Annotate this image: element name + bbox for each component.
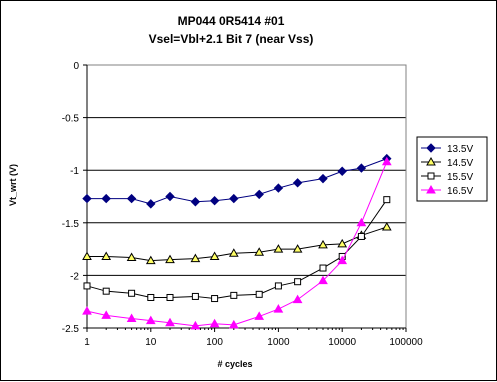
data-point-16.5V-1 xyxy=(101,310,112,319)
data-point-14.5V-5 xyxy=(190,253,201,263)
data-point-13.5V-8 xyxy=(254,189,264,200)
data-point-14.5V-14 xyxy=(381,222,392,231)
data-point-14.5V-8 xyxy=(254,247,265,256)
data-point-16.5V-6 xyxy=(209,318,220,328)
data-point-16.5V-10 xyxy=(292,294,303,304)
data-point-16.5V-2 xyxy=(126,313,137,323)
data-point-13.5V-4 xyxy=(165,191,175,202)
data-point-15.5V-9 xyxy=(274,282,282,290)
data-point-14.5V-9 xyxy=(273,244,284,253)
data-point-13.5V-12 xyxy=(337,166,347,176)
x-tick-label-2: 100 xyxy=(206,337,223,348)
data-point-16.5V-4 xyxy=(165,317,175,327)
data-point-16.5V-0 xyxy=(82,306,92,315)
data-point-16.5V-5 xyxy=(190,320,201,330)
data-point-14.5V-10 xyxy=(292,244,303,253)
x-tick-label-3: 1000 xyxy=(267,337,290,348)
data-point-15.5V-8 xyxy=(255,290,263,298)
data-point-16.5V-3 xyxy=(145,315,156,325)
data-point-15.5V-5 xyxy=(191,292,199,300)
data-point-15.5V-1 xyxy=(102,287,110,295)
legend-label-16.5V: 16.5V xyxy=(447,186,473,197)
legend-marker-13.5V xyxy=(426,143,436,153)
data-point-15.5V-14 xyxy=(383,196,391,204)
data-point-13.5V-6 xyxy=(209,196,220,206)
data-point-16.5V-13 xyxy=(356,217,367,227)
data-point-16.5V-7 xyxy=(228,319,239,329)
data-point-14.5V-0 xyxy=(82,251,92,260)
data-point-14.5V-2 xyxy=(126,252,137,262)
legend-marker-14.5V xyxy=(426,156,436,166)
data-point-15.5V-3 xyxy=(147,293,155,301)
legend-label-15.5V: 15.5V xyxy=(447,172,473,183)
legend-label-14.5V: 14.5V xyxy=(447,158,473,169)
data-point-15.5V-6 xyxy=(211,295,219,303)
y-axis-label: Vt_wrt (V) xyxy=(8,164,18,206)
data-point-15.5V-2 xyxy=(128,289,136,297)
legend-marker-16.5V xyxy=(426,184,436,194)
y-tick-label-2: -1 xyxy=(70,166,79,177)
data-point-14.5V-12 xyxy=(337,238,348,248)
data-point-13.5V-3 xyxy=(146,199,156,209)
y-tick-label-5: -2.5 xyxy=(62,324,80,335)
data-point-13.5V-5 xyxy=(190,197,201,207)
data-point-13.5V-1 xyxy=(101,193,111,204)
data-point-15.5V-0 xyxy=(83,282,91,290)
x-tick-label-4: 10000 xyxy=(328,337,356,348)
x-axis-label: # cycles xyxy=(217,359,252,369)
x-tick-label-0: 1 xyxy=(84,337,90,348)
data-point-14.5V-4 xyxy=(165,254,175,264)
data-point-15.5V-13 xyxy=(357,232,365,240)
data-point-14.5V-3 xyxy=(145,255,156,265)
data-point-13.5V-11 xyxy=(318,173,328,184)
data-point-14.5V-11 xyxy=(318,239,328,249)
data-point-16.5V-12 xyxy=(337,255,348,265)
data-point-16.5V-11 xyxy=(318,275,328,285)
data-point-13.5V-7 xyxy=(229,193,239,204)
x-tick-label-5: 100000 xyxy=(389,337,423,348)
y-tick-label-1: -0.5 xyxy=(62,114,80,125)
data-point-13.5V-2 xyxy=(126,193,137,204)
data-point-15.5V-11 xyxy=(319,264,327,272)
chart-subtitle: Vsel=Vbl+2.1 Bit 7 (near Vss) xyxy=(149,32,314,46)
data-point-15.5V-10 xyxy=(294,278,302,286)
data-point-13.5V-13 xyxy=(356,163,367,173)
chart-title: MP044 0R5414 #01 xyxy=(178,14,285,28)
legend-marker-15.5V xyxy=(427,172,435,180)
data-point-13.5V-0 xyxy=(82,193,92,204)
legend-label-13.5V: 13.5V xyxy=(447,144,473,155)
x-tick-label-1: 10 xyxy=(145,337,157,348)
y-tick-label-4: -2 xyxy=(70,271,79,282)
data-point-15.5V-4 xyxy=(166,293,174,301)
data-point-14.5V-1 xyxy=(101,251,112,260)
data-point-14.5V-6 xyxy=(209,251,220,260)
data-point-15.5V-7 xyxy=(230,291,238,299)
data-point-13.5V-10 xyxy=(292,178,303,188)
data-point-13.5V-9 xyxy=(273,183,284,193)
data-point-16.5V-9 xyxy=(273,304,284,313)
y-tick-label-3: -1.5 xyxy=(62,219,80,230)
data-point-14.5V-7 xyxy=(228,248,239,257)
data-point-16.5V-14 xyxy=(381,156,392,166)
y-tick-label-0: 0 xyxy=(73,61,79,72)
data-point-16.5V-8 xyxy=(254,311,265,320)
series-line-15.5V xyxy=(86,199,388,300)
